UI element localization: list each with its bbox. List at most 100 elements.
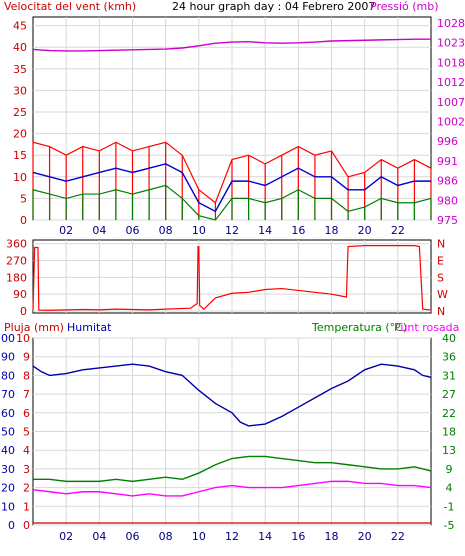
rain-hour-tick-16: 16 xyxy=(291,530,305,543)
hour-tick-04: 04 xyxy=(92,224,106,237)
temperature-tick-1: -1 xyxy=(444,500,455,513)
rain-tick-10: 10 xyxy=(16,332,30,345)
rain-tick-8: 8 xyxy=(23,369,30,382)
pressure-tick-991: 991 xyxy=(437,155,458,168)
temperature-tick-6: 22 xyxy=(442,407,456,420)
pressure-tick-1002: 1002 xyxy=(437,116,465,129)
temperature-tick-3: 9 xyxy=(446,463,453,476)
pressure-line xyxy=(32,38,431,52)
temperature-tick-8: 31 xyxy=(442,369,456,382)
rain-axis-label: Pluja (mm) xyxy=(4,321,64,334)
rain-hour-tick-10: 10 xyxy=(192,530,206,543)
direction-degrees-axis: 0 90 180 270 360 xyxy=(6,238,27,318)
hour-tick-12: 12 xyxy=(225,224,239,237)
pressure-tick-1007: 1007 xyxy=(437,96,465,109)
compass-tick-0: N xyxy=(437,305,445,318)
humidity-tick-0: 0 xyxy=(8,519,15,532)
wind-speed-tick-20: 20 xyxy=(13,128,27,141)
temperature-axis: -5 -1 4 9 13 18 22 27 31 36 40 xyxy=(442,332,456,532)
hour-tick-14: 14 xyxy=(258,224,272,237)
wind-speed-tick-10: 10 xyxy=(13,171,27,184)
temperature-tick-10: 40 xyxy=(442,332,456,345)
humidity-axis-label: Humitat xyxy=(67,321,112,334)
pressure-tick-1012: 1012 xyxy=(437,76,465,89)
compass-tick-4: N xyxy=(437,238,445,251)
rain-tick-0: 0 xyxy=(23,519,30,532)
temperature-axis-label: Temperatura (°C) xyxy=(311,321,407,334)
rain-tick-7: 7 xyxy=(23,388,30,401)
rain-axis: 0 1 2 3 4 5 6 7 8 9 10 xyxy=(16,332,30,532)
rain-hour-tick-08: 08 xyxy=(159,530,173,543)
hour-tick-02: 02 xyxy=(59,224,73,237)
temperature-tick-7: 27 xyxy=(442,388,456,401)
wind-direction-grid xyxy=(33,240,431,313)
wind-speed-tick-40: 40 xyxy=(13,41,27,54)
pressure-tick-986: 986 xyxy=(437,175,458,188)
chart-title: 24 hour graph day : 04 Febrero 2007 xyxy=(172,0,375,13)
temperature-tick-2: 4 xyxy=(446,482,453,495)
wind-speed-axis-label: Velocitat del vent (kmh) xyxy=(4,0,136,13)
wind-min-series xyxy=(32,184,432,221)
rain-hour-tick-18: 18 xyxy=(325,530,339,543)
wind-speed-tick-0: 0 xyxy=(20,214,27,227)
pressure-axis-label: Pressió (mb) xyxy=(370,0,439,13)
humidity-tick-40: 40 xyxy=(1,444,15,457)
pressure-tick-1028: 1028 xyxy=(437,17,465,30)
direction-tick-0: 0 xyxy=(20,305,27,318)
humidity-tick-80: 80 xyxy=(1,369,15,382)
wind-hour-axis: 02 04 06 08 10 12 14 16 18 20 22 xyxy=(59,224,405,237)
dewpoint-line xyxy=(32,480,432,497)
hour-tick-22: 22 xyxy=(391,224,405,237)
hour-tick-16: 16 xyxy=(291,224,305,237)
temperature-tick-4: 13 xyxy=(442,444,456,457)
temperature-tick-9: 36 xyxy=(442,351,456,364)
pressure-tick-996: 996 xyxy=(437,135,458,148)
rain-hour-tick-02: 02 xyxy=(59,530,73,543)
hour-tick-18: 18 xyxy=(325,224,339,237)
rain-humidity-temp-series xyxy=(32,363,432,524)
rain-humidity-temp-grid xyxy=(33,337,431,526)
rain-tick-5: 5 xyxy=(23,426,30,439)
compass-tick-1: W xyxy=(437,288,448,301)
hour-tick-20: 20 xyxy=(358,224,372,237)
humidity-line xyxy=(32,363,432,427)
humidity-tick-70: 70 xyxy=(1,388,15,401)
dewpoint-axis-label: Punt rosada xyxy=(394,321,459,334)
wind-gust-series-line xyxy=(32,141,432,204)
compass-tick-3: E xyxy=(437,255,444,268)
wind-speed-tick-30: 30 xyxy=(13,84,27,97)
wind-speed-axis: 0 5 10 15 20 25 30 35 40 45 xyxy=(13,20,27,227)
rain-hour-tick-06: 06 xyxy=(126,530,140,543)
humidity-tick-60: 60 xyxy=(1,407,15,420)
wind-speed-tick-5: 5 xyxy=(20,192,27,205)
direction-tick-180: 180 xyxy=(6,271,27,284)
direction-tick-270: 270 xyxy=(6,255,27,268)
humidity-tick-20: 20 xyxy=(1,482,15,495)
hour-tick-08: 08 xyxy=(159,224,173,237)
temperature-line xyxy=(33,455,432,483)
direction-tick-90: 90 xyxy=(13,288,27,301)
rain-tick-9: 9 xyxy=(23,351,30,364)
humidity-tick-30: 30 xyxy=(1,463,15,476)
rain-tick-3: 3 xyxy=(23,463,30,476)
wind-speed-tick-35: 35 xyxy=(13,63,27,76)
humidity-tick-90: 90 xyxy=(1,351,15,364)
rain-hour-tick-12: 12 xyxy=(225,530,239,543)
rain-hour-axis: 02 04 06 08 10 12 14 16 18 20 22 xyxy=(59,530,405,543)
rain-hour-tick-22: 22 xyxy=(391,530,405,543)
pressure-axis: 975 980 986 991 996 1002 1007 1012 1018 1023 1028 xyxy=(437,17,465,227)
hour-tick-10: 10 xyxy=(192,224,206,237)
temperature-tick-0: -5 xyxy=(444,519,455,532)
humidity-tick-10: 10 xyxy=(1,500,15,513)
rain-tick-1: 1 xyxy=(23,500,30,513)
pressure-tick-1018: 1018 xyxy=(437,56,465,69)
wind-min-series-line xyxy=(32,184,432,221)
wind-pressure-series xyxy=(32,38,432,221)
wind-direction-line xyxy=(32,245,432,311)
